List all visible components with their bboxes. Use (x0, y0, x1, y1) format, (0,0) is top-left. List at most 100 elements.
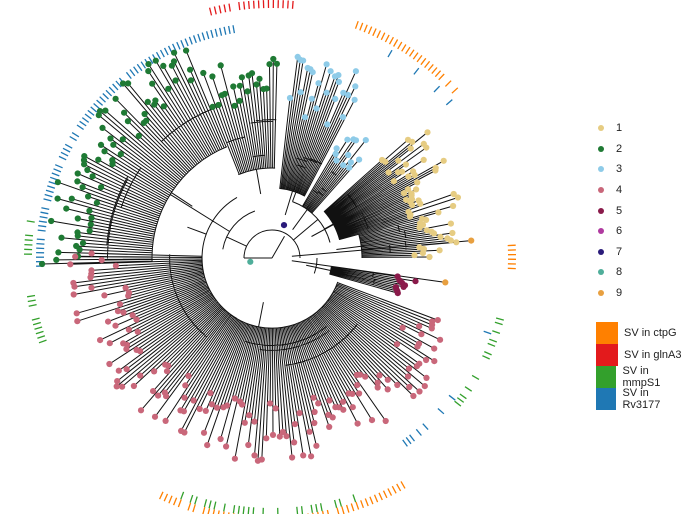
tree-tip-dot (325, 411, 332, 418)
sv-tick-mark (37, 229, 46, 232)
sv-tick-mark (360, 500, 365, 509)
tree-tip-dot (112, 322, 119, 329)
tree-tip-dot (409, 201, 416, 209)
tree-tip-dot (130, 382, 137, 390)
tree-tip-dot (215, 101, 222, 109)
sv-tick-mark (32, 321, 41, 326)
sv-tick-mark (412, 52, 419, 60)
sv-tick-mark (242, 506, 245, 514)
tree-tip-dot (413, 186, 420, 193)
sv-tick-mark (228, 3, 231, 12)
tree-tip-dot (468, 237, 475, 244)
tree-tip-dot (346, 164, 353, 171)
sv-swatch (596, 388, 617, 410)
sv-tick-mark (319, 503, 323, 512)
sv-tick-mark (433, 85, 441, 93)
sv-tick-mark (445, 99, 453, 106)
tree-tip-dot (106, 360, 113, 368)
tree-tip-dot (187, 66, 194, 73)
lineage-legend-item: 4 (598, 180, 622, 201)
tree-tip-dot (382, 417, 389, 425)
tree-tip-dot (143, 117, 150, 124)
lineage-dot-icon (598, 207, 604, 214)
sv-tick-mark (464, 386, 473, 392)
tree-tip-dot (109, 157, 116, 164)
sv-tick-mark (355, 501, 360, 510)
sv-tick-mark (34, 326, 43, 330)
lineage-dot-icon (598, 145, 604, 152)
tree-tip-dot (411, 252, 418, 259)
sv-tick-mark (168, 495, 173, 504)
tree-tip-dot (413, 363, 420, 370)
tree-tip-dot (97, 337, 104, 344)
sv-tick-mark (492, 330, 501, 335)
tree-tip-dot (273, 60, 280, 67)
tree-tip-dot (344, 136, 351, 143)
tree-tip-dot (241, 419, 248, 426)
sv-tick-mark (471, 374, 480, 380)
tree-tip-dot (431, 358, 438, 365)
tree-tip-dot (352, 137, 360, 144)
sv-tick-mark (359, 22, 364, 31)
tree-tip-dot (313, 442, 320, 449)
tree-tip-dot (149, 80, 156, 87)
tree-tip-dot (183, 47, 190, 54)
tree-tip-dot (74, 318, 81, 325)
tree-tip-dot (74, 178, 81, 185)
sv-tick-mark (202, 506, 206, 514)
sv-tick-mark (187, 502, 192, 511)
sv-tick-mark (36, 238, 45, 241)
sv-tick-mark (402, 439, 408, 447)
sv-tick-mark (39, 215, 48, 219)
sv-tick-mark (192, 504, 196, 513)
tree-tip-dot (409, 138, 416, 145)
sv-rings (23, 0, 517, 514)
tree-tip-dot (326, 423, 333, 430)
tree-tip-dot (236, 398, 243, 405)
sv-tick-mark (112, 83, 119, 91)
tree-tip-dot (414, 343, 421, 350)
tree-tip-dot (101, 292, 108, 299)
tree-tip-dot (430, 230, 438, 237)
sv-tick-mark (125, 71, 132, 79)
tree-tip-dot (368, 417, 376, 424)
sv-tick-mark (401, 44, 407, 52)
tree-tip-dot (73, 310, 80, 317)
tree-tip-dot (88, 284, 95, 291)
sv-tick-mark (413, 67, 420, 75)
sv-tick-mark (31, 317, 40, 321)
sv-tick-mark (51, 172, 60, 177)
tree-tip-dot (286, 94, 294, 102)
sv-tick-mark (487, 342, 496, 347)
sv-tick-mark (27, 299, 36, 303)
tree-tip-dot (333, 145, 340, 152)
tree-tip-dot (141, 110, 148, 118)
sv-tick-mark (420, 57, 427, 66)
lineage-dot-icon (598, 125, 604, 132)
tree-tip-dot (339, 398, 347, 405)
tree-tip-dot (423, 356, 430, 364)
sv-tick-mark (218, 5, 222, 14)
sv-tick-mark (176, 41, 181, 50)
tree-tip-dot (55, 249, 62, 256)
sv-tick-mark (133, 66, 139, 74)
sv-tick-mark (296, 506, 299, 514)
sv-tick-mark (192, 35, 197, 44)
tree-tip-dot (162, 361, 169, 368)
tree-tip-dot (68, 195, 75, 202)
sv-tick-mark (372, 28, 377, 37)
tree-tip-dot (133, 346, 140, 353)
sv-tick-mark (252, 0, 255, 9)
tree-tip-dot (217, 435, 224, 443)
tree-tip-dot (231, 395, 238, 402)
lineage-label: 1 (616, 122, 623, 135)
sv-tick-mark (237, 505, 241, 514)
tree-tip-dot (398, 168, 406, 175)
tree-tip-dot (423, 144, 430, 151)
tree-tip-dot (394, 381, 401, 389)
sv-tick-mark (64, 143, 73, 149)
tree-tip-dot (152, 97, 159, 104)
tree-tip-dot (347, 159, 354, 166)
sv-tick-mark (223, 4, 227, 13)
